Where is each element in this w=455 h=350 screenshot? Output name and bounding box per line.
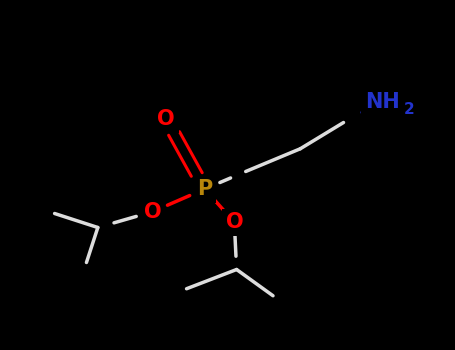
Text: O: O [144,202,161,222]
Text: O: O [226,212,243,232]
Text: O: O [157,109,175,129]
Text: NH: NH [365,91,399,112]
Text: P: P [197,179,212,199]
Text: 2: 2 [404,102,415,117]
